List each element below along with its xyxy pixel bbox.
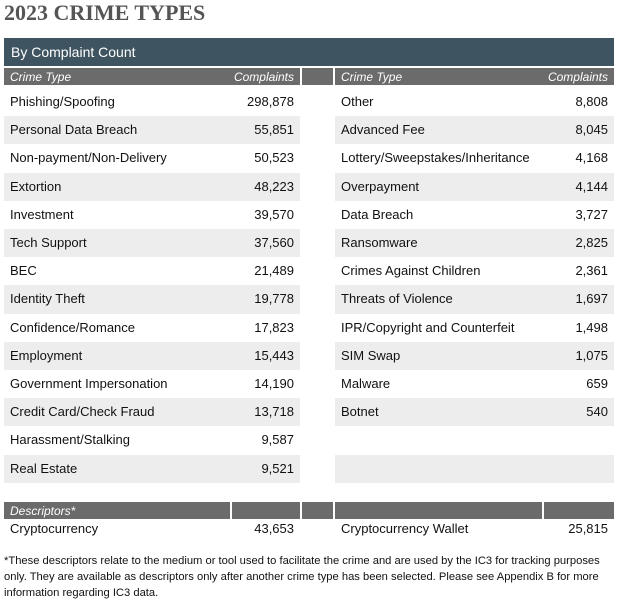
crime-type: Employment xyxy=(10,347,83,363)
row-background xyxy=(4,200,300,229)
complaints: 9,587 xyxy=(261,432,294,448)
row-background xyxy=(335,257,614,286)
crime-type: Identity Theft xyxy=(10,291,85,307)
row-background xyxy=(4,172,300,201)
crime-type: Extortion xyxy=(10,178,62,194)
row-background xyxy=(335,116,614,145)
complaints: 1,697 xyxy=(575,291,608,307)
descriptor-header-bg xyxy=(302,502,333,519)
title: 2023 CRIME TYPES xyxy=(4,0,206,25)
crime-type: Lottery/Sweepstakes/Inheritance xyxy=(341,150,530,166)
row-background xyxy=(4,88,300,117)
complaints: 659 xyxy=(586,376,608,391)
row-background xyxy=(4,398,300,427)
complaints: 37,560 xyxy=(254,235,294,250)
crime-type: Ransomware xyxy=(341,235,418,250)
complaints: 48,223 xyxy=(254,178,294,194)
row-background xyxy=(335,172,614,201)
complaints: 4,144 xyxy=(575,178,608,194)
complaints: 17,823 xyxy=(254,319,294,335)
crime-type: Real Estate xyxy=(10,460,78,476)
row-background xyxy=(4,370,300,399)
complaints: 1,075 xyxy=(575,347,608,363)
row-background xyxy=(335,426,614,455)
row-background xyxy=(335,200,614,229)
row-background xyxy=(4,116,300,145)
complaints: 2,361 xyxy=(575,263,608,279)
crime-type: Government Impersonation xyxy=(10,376,168,391)
row-background xyxy=(4,313,300,342)
complaints: 4,168 xyxy=(575,150,608,166)
descriptor-header-bg xyxy=(335,502,542,519)
crime-type: Data Breach xyxy=(341,206,414,222)
column-header: Complaints xyxy=(542,68,614,85)
crime-type: Phishing/Spoofing xyxy=(10,94,115,109)
column-header: Crime Type xyxy=(335,68,542,85)
crime-type: Harassment/Stalking xyxy=(10,432,130,448)
descriptor-count: 43,653 xyxy=(254,521,294,536)
descriptor: Cryptocurrency xyxy=(10,521,99,536)
complaints: 8,808 xyxy=(575,94,608,109)
descriptor: Cryptocurrency Wallet xyxy=(341,521,469,536)
row-background xyxy=(335,398,614,427)
complaints: 9,521 xyxy=(261,460,294,476)
row-background xyxy=(335,454,614,483)
crime-type: Tech Support xyxy=(10,235,87,250)
row-background xyxy=(335,285,614,314)
descriptor-count: 25,815 xyxy=(568,521,608,536)
complaints: 13,718 xyxy=(254,404,294,420)
crime-type: Advanced Fee xyxy=(341,122,425,138)
complaints: 39,570 xyxy=(254,206,294,222)
crime-type: Other xyxy=(341,94,374,109)
column-header: Complaints xyxy=(228,68,300,85)
section-header: By Complaint Count xyxy=(4,38,614,66)
row-background xyxy=(4,257,300,286)
row-background xyxy=(4,229,300,258)
row-background xyxy=(4,341,300,370)
descriptor-header: Descriptors* xyxy=(10,504,76,518)
row-background xyxy=(335,313,614,342)
complaints: 14,190 xyxy=(254,376,294,391)
complaints: 19,778 xyxy=(254,291,294,307)
row-background xyxy=(335,370,614,399)
descriptor-header-bg xyxy=(544,502,614,519)
crime-type: Overpayment xyxy=(341,178,420,194)
descriptor-header-bg xyxy=(4,502,230,519)
crime-type: BEC xyxy=(10,263,37,279)
descriptor-header-bg xyxy=(232,502,300,519)
crime-type: Personal Data Breach xyxy=(10,122,138,138)
complaints: 55,851 xyxy=(254,122,294,138)
crime-type: Investment xyxy=(10,206,74,222)
row-background xyxy=(335,229,614,258)
row-background xyxy=(4,285,300,314)
row-background xyxy=(335,341,614,370)
complaints: 21,489 xyxy=(254,263,294,279)
row-background xyxy=(335,88,614,117)
row-background xyxy=(4,426,300,455)
crime-type: Botnet xyxy=(341,404,379,420)
complaints: 8,045 xyxy=(575,122,608,138)
header-gap xyxy=(302,68,333,85)
row-background xyxy=(4,144,300,173)
crime-type: Crimes Against Children xyxy=(341,263,481,279)
crime-type: Malware xyxy=(341,376,391,391)
complaints: 50,523 xyxy=(254,150,294,166)
complaints: 15,443 xyxy=(254,347,294,363)
complaints: 540 xyxy=(586,404,608,420)
complaints: 1,498 xyxy=(575,319,608,335)
crime-type: Credit Card/Check Fraud xyxy=(10,404,155,420)
column-header: Crime Type xyxy=(4,68,230,85)
crime-type: Threats of Violence xyxy=(341,291,453,307)
crime-type: Confidence/Romance xyxy=(10,319,136,335)
row-background xyxy=(4,454,300,483)
complaints: 3,727 xyxy=(575,206,608,222)
complaints: 298,878 xyxy=(247,94,294,109)
complaints: 2,825 xyxy=(575,235,608,250)
crime-type: IPR/Copyright and Counterfeit xyxy=(341,319,515,335)
crime-type: SIM Swap xyxy=(341,347,401,363)
row-background xyxy=(335,144,614,173)
crime-type: Non-payment/Non-Delivery xyxy=(10,150,167,166)
footnote: *These descriptors relate to the medium … xyxy=(4,555,600,599)
